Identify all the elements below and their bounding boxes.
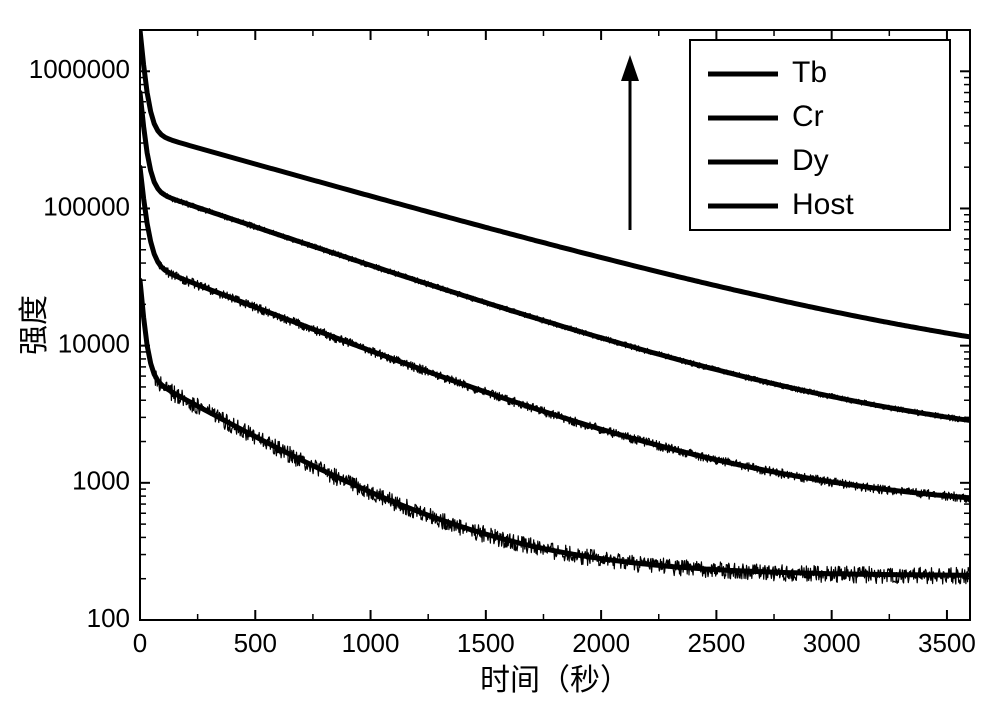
legend-label-cr: Cr [792, 100, 824, 133]
svg-text:100: 100 [87, 603, 130, 633]
svg-text:3500: 3500 [918, 628, 976, 658]
svg-text:1500: 1500 [457, 628, 515, 658]
svg-text:0: 0 [133, 628, 147, 658]
svg-text:100000: 100000 [43, 191, 130, 221]
svg-text:1000: 1000 [72, 466, 130, 496]
svg-text:1000000: 1000000 [29, 54, 130, 84]
svg-text:时间（秒）: 时间（秒） [480, 664, 630, 697]
svg-text:2500: 2500 [687, 628, 745, 658]
svg-text:500: 500 [234, 628, 277, 658]
decay-intensity-chart: 0 500 1000 1500 2000 2500 3000 3500 100 1000 10000… [0, 0, 1000, 720]
svg-text:2000: 2000 [572, 628, 630, 658]
legend-label-tb: Tb [792, 56, 827, 89]
chart-svg: 0 500 1000 1500 2000 2500 3000 3500 100 1000 10000… [0, 0, 1000, 720]
svg-text:3000: 3000 [803, 628, 861, 658]
svg-text:强度: 强度 [18, 295, 51, 355]
legend-label-dy: Dy [792, 144, 829, 177]
svg-text:1000: 1000 [342, 628, 400, 658]
legend-label-host: Host [792, 188, 854, 221]
svg-text:10000: 10000 [58, 329, 130, 359]
